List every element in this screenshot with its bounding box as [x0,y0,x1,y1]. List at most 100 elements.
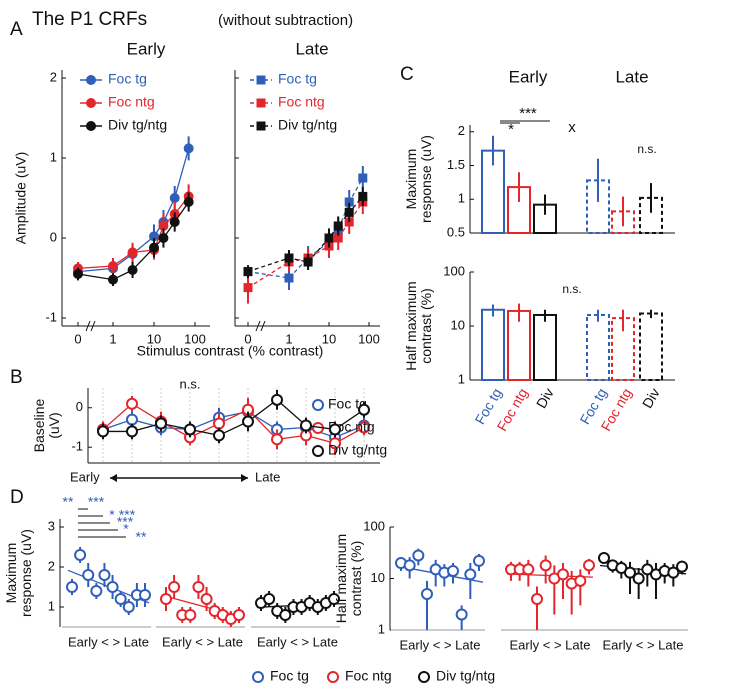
marker [333,221,343,231]
y-tick-label: 2 [458,123,465,138]
annotation: *** [117,514,134,530]
legend-label: Div tg/ntg [278,117,337,133]
marker [126,413,138,426]
marker [139,589,151,601]
figure-subtitle: (without subtraction) [218,12,353,29]
group-label: Early [509,67,548,86]
legend-label: Foc ntg [108,94,155,110]
x-tick-label: 0 [244,331,251,346]
bar [586,313,610,381]
marker [327,671,339,683]
x-axis-label: Early < > Late [400,637,481,652]
marker [531,592,543,605]
marker [90,585,103,597]
x-axis-label: Stimulus contrast (% contrast) [137,343,324,359]
marker [333,233,343,243]
marker [358,403,370,416]
marker [86,121,96,131]
marker [312,445,324,457]
x-tick-label: 100 [358,331,380,346]
x-tick-label: 10 [322,331,336,346]
marker [169,217,180,227]
y-axis-label: Half maximum [333,534,349,623]
marker [312,399,324,411]
annotation: *** [519,105,537,122]
bar [481,308,505,382]
marker [641,563,654,576]
marker [421,588,433,601]
panel-label: A [10,19,23,40]
marker [256,75,266,85]
marker [271,433,283,446]
marker [127,265,138,275]
marker [358,421,370,434]
y-tick-label: 1 [458,191,465,206]
marker [252,671,264,683]
legend-label: Foc tg [328,396,367,412]
x-axis-label: Early < > Late [162,634,243,649]
marker [192,581,205,593]
x-tick-label: 0 [74,331,81,346]
annotation: n.s. [562,282,581,296]
marker [168,581,181,593]
annotation: ** [63,494,74,510]
marker [82,569,95,581]
legend-label: Div tg/ntg [328,442,387,458]
marker [539,559,552,572]
marker [329,437,341,450]
legend-label: Foc tg [278,71,317,87]
y-tick-label: 0 [50,229,57,244]
marker [73,269,83,279]
marker [114,593,127,605]
marker [279,609,292,621]
subplot-title: Late [295,39,328,58]
legend-label: Foc ntg [345,668,392,684]
x-tick-label: 1 [109,331,116,346]
marker [108,274,118,285]
axis-break [255,320,266,332]
figure-title: The P1 CRFs [32,9,147,30]
marker [412,549,425,562]
legend-label: Div tg/ntg [436,668,495,684]
marker [127,247,138,258]
marker [169,193,180,203]
x-tick-label: 100 [184,331,206,346]
y-axis-label: Maximum [403,149,419,210]
axis-break [85,320,96,332]
annotation: *** [88,494,105,510]
y-tick-label: 3 [48,518,55,533]
series-line [102,402,365,444]
marker [158,233,169,243]
marker [328,593,340,605]
x-axis-label: Early < > Late [68,634,149,649]
marker [213,429,225,442]
y-tick-label: 0 [76,399,83,414]
marker [149,242,159,253]
x-axis-label: Early < > Late [603,637,684,652]
y-tick-label: 2 [50,69,57,84]
y-axis-label: Half maximum [403,281,419,370]
annotation: * [123,521,129,537]
y-tick-label: 1 [378,621,385,636]
marker [158,221,169,231]
series-line [103,399,365,437]
x-tick-label: 1 [285,331,292,346]
y-tick-label: 100 [363,518,385,533]
marker [300,419,312,432]
annotation: * [508,121,514,138]
group-label: Late [615,67,648,86]
marker [256,121,266,131]
annotation: x [568,119,576,136]
marker [256,98,266,108]
marker [583,559,595,572]
marker [243,267,253,277]
marker [126,425,138,438]
marker [98,569,111,581]
marker [184,609,197,621]
marker [86,75,96,85]
marker [557,568,569,581]
marker [344,207,354,217]
marker [667,566,680,579]
marker [418,671,430,683]
